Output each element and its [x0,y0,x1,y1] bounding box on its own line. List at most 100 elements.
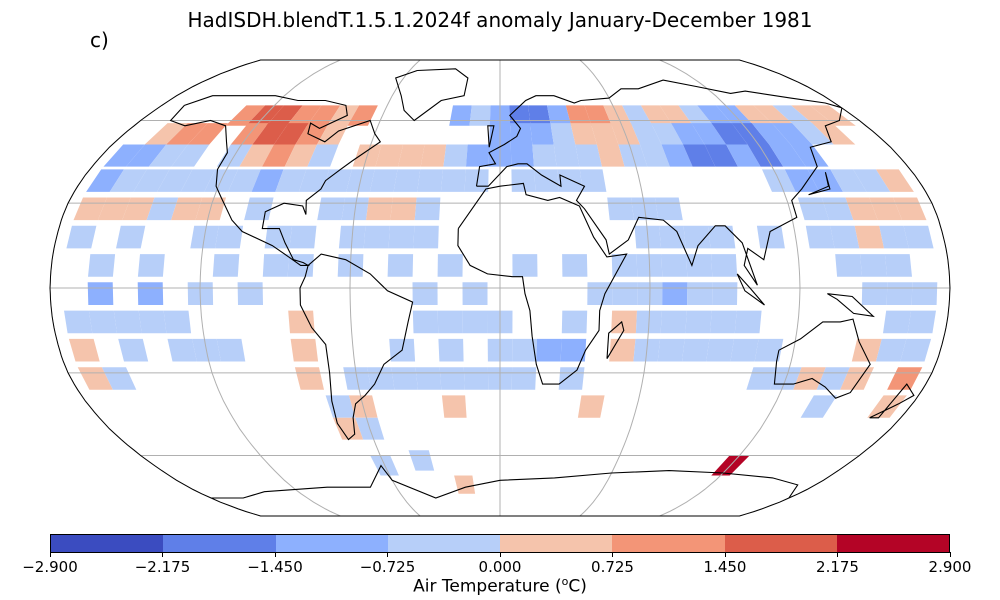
anomaly-cell [137,282,164,305]
anomaly-cell [671,123,705,145]
coastline [606,320,625,359]
colorbar-segment [836,535,949,552]
anomaly-cell [654,197,683,221]
anomaly-cell [289,225,317,249]
anomaly-cell [907,310,936,334]
colorbar-tick [499,552,501,557]
anomaly-cell [685,310,712,334]
coastline [299,253,414,441]
coastline [827,293,875,318]
anomaly-cell [704,144,738,167]
anomaly-cell [64,310,93,334]
coastline [808,172,831,196]
anomaly-cell [413,225,439,249]
anomaly-cell [171,144,210,167]
anomaly-cell [784,169,820,192]
anomaly-cell [284,144,317,167]
anomaly-cell [116,225,146,249]
anomaly-cell [325,395,356,418]
colorbar-tick-label: −1.450 [247,558,303,576]
anomaly-cell [683,225,711,249]
anomaly-cell [691,123,727,145]
anomaly-cell [805,225,835,249]
colorbar-tick [162,552,163,557]
anomaly-cell [712,282,738,305]
anomaly-cell [707,225,736,249]
anomaly-cell [133,169,170,192]
colorbar-segment [163,535,276,552]
anomaly-cell [273,123,309,145]
anomaly-cell [462,310,488,334]
anomaly-cell [103,144,145,167]
anomaly-cell [417,169,443,192]
anomaly-cell [830,225,860,249]
anomaly-cell [772,123,813,145]
anomaly-cell [509,105,531,126]
anomaly-cell [369,169,398,192]
anomaly-cell [530,123,554,145]
colorbar-tick-label: 2.900 [928,558,972,576]
anomaly-cell [835,254,863,277]
anomaly-cell [317,123,349,145]
anomaly-cell [439,367,465,390]
anomaly-cell [387,254,414,277]
anomaly-cell [612,282,638,305]
anomaly-cell [867,395,907,418]
anomaly-cell [659,225,686,249]
anomaly-cell [88,254,116,277]
anomaly-cell [657,338,685,362]
anomaly-cell [851,338,882,362]
anomaly-cell [769,144,806,167]
anomaly-cell [511,367,537,390]
anomaly-cell [363,225,390,249]
anomaly-cell [86,169,124,192]
colorbar-tick [837,552,838,557]
anomaly-cell [216,338,246,362]
coastline [211,464,799,499]
anomaly-cell [883,310,912,334]
colorbar-tick [612,552,613,557]
anomaly-cell [706,338,734,362]
anomaly-cell [611,254,638,277]
anomaly-cell [275,169,307,192]
anomaly-cell [807,169,843,192]
anomaly-cell [388,225,415,249]
anomaly-cell [751,123,791,145]
anomaly-cell [790,144,829,167]
anomaly-cell [607,197,634,221]
anomaly-cell [587,282,613,305]
anomaly-cell [264,225,293,249]
anomaly-cell [734,310,762,334]
anomaly-cell [661,144,693,167]
anomaly-cell [375,144,404,167]
anomaly-cell [560,338,587,362]
anomaly-cell [687,282,713,305]
anomaly-grid [64,105,938,494]
anomaly-cell [391,367,418,390]
anomaly-cell [317,197,346,221]
anomaly-cell [454,475,476,494]
anomaly-cell [239,144,274,167]
anomaly-cell [251,169,284,192]
anomaly-cell [66,225,97,249]
map-title: HadISDH.blendT.1.5.1.2024f anomaly Janua… [187,8,813,32]
anomaly-cell [611,310,637,334]
anomaly-cell [575,144,602,167]
anomaly-cell [879,225,909,249]
colorbar-label-main: Air Temperature ( [413,576,562,597]
anomaly-cell [800,395,838,418]
anomaly-cell [682,338,710,362]
anomaly-cell [661,254,688,277]
anomaly-cell [596,144,625,167]
anomaly-cell [812,123,856,145]
graticule [50,60,950,516]
anomaly-cell [420,144,447,167]
anomaly-cell [138,310,167,334]
coastline [169,95,382,266]
coastline [487,125,495,148]
colorbar-segment [724,535,837,552]
anomaly-cell [415,367,442,390]
anomaly-cell [532,144,557,167]
anomaly-cell [414,197,441,221]
anomaly-cell [113,310,142,334]
